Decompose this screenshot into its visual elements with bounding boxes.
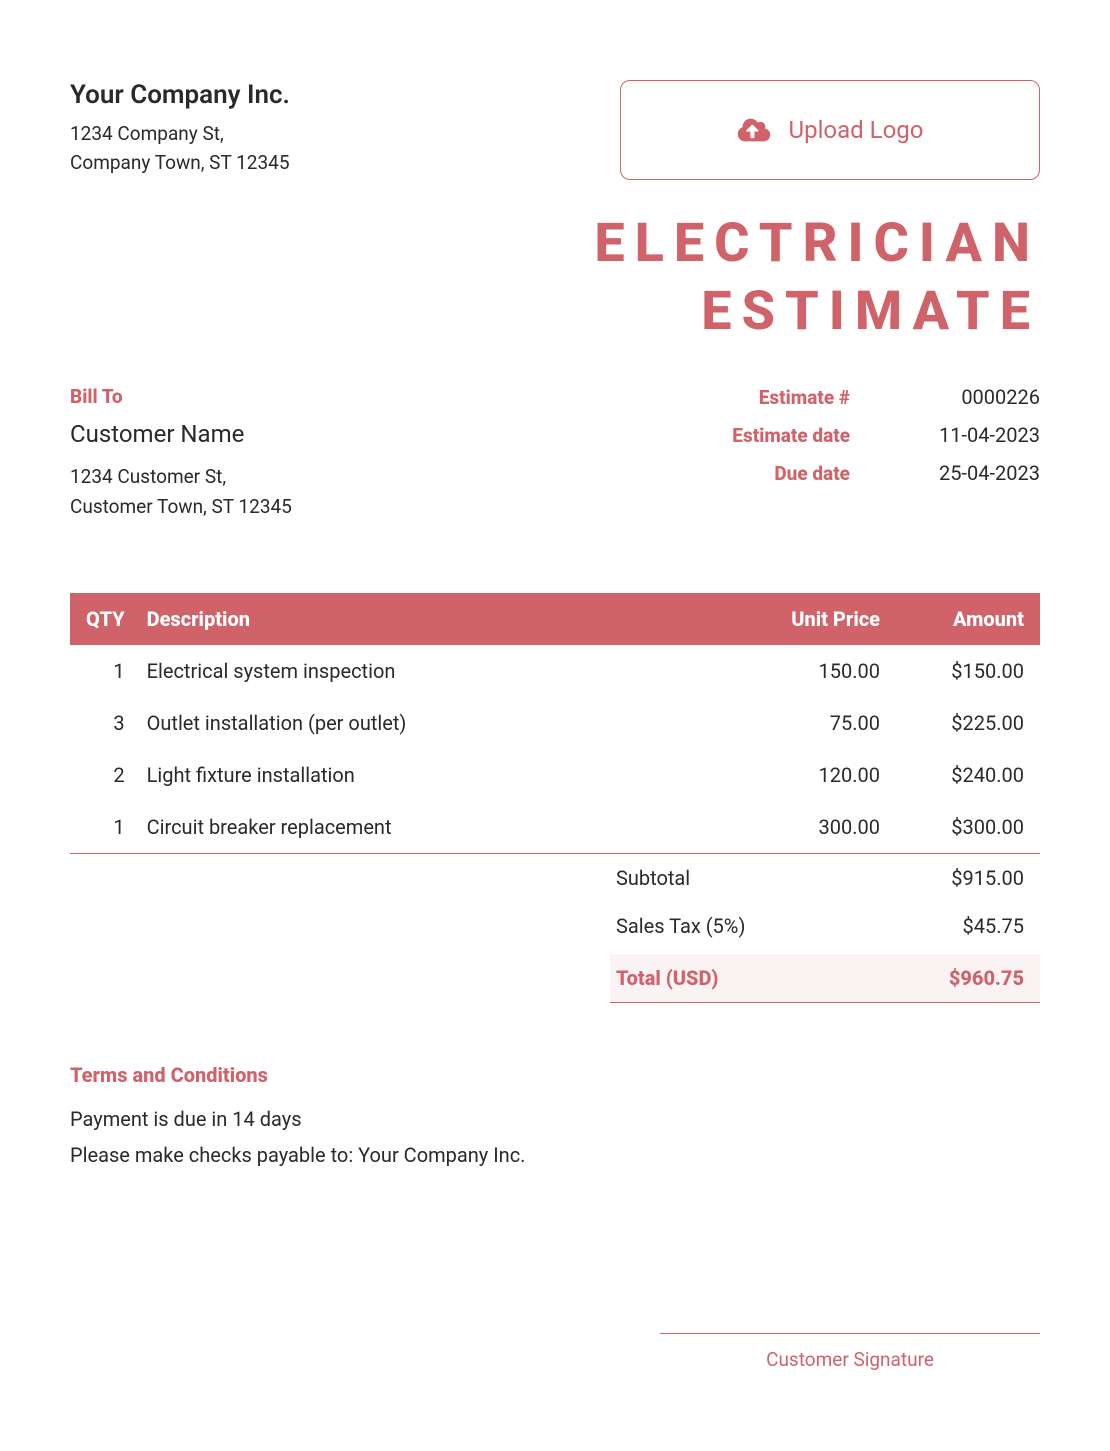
cell-description: Electrical system inspection — [135, 645, 710, 697]
customer-name: Customer Name — [70, 420, 732, 448]
due-date-label: Due date — [774, 462, 850, 485]
cell-amount: $300.00 — [890, 801, 1040, 854]
items-table: QTY Description Unit Price Amount 1 Elec… — [70, 593, 1040, 854]
info-row: Bill To Customer Name 1234 Customer St, … — [70, 385, 1040, 523]
company-name: Your Company Inc. — [70, 80, 620, 110]
header-unit-price: Unit Price — [710, 593, 890, 645]
upload-logo-button[interactable]: Upload Logo — [620, 80, 1040, 180]
table-header-row: QTY Description Unit Price Amount — [70, 593, 1040, 645]
tax-row: Sales Tax (5%) $45.75 — [610, 902, 1040, 950]
totals-inner: Subtotal $915.00 Sales Tax (5%) $45.75 T… — [610, 854, 1040, 1003]
customer-address-line1: 1234 Customer St, — [70, 462, 732, 492]
due-date-value: 25-04-2023 — [910, 461, 1040, 485]
subtotal-label: Subtotal — [616, 866, 690, 890]
signature-label: Customer Signature — [660, 1333, 1040, 1371]
cloud-upload-icon — [737, 117, 771, 143]
terms-block: Terms and Conditions Payment is due in 1… — [70, 1063, 1040, 1173]
table-row: 2 Light fixture installation 120.00 $240… — [70, 749, 1040, 801]
table-row: 1 Electrical system inspection 150.00 $1… — [70, 645, 1040, 697]
header-amount: Amount — [890, 593, 1040, 645]
customer-address: 1234 Customer St, Customer Town, ST 1234… — [70, 462, 732, 523]
cell-description: Circuit breaker replacement — [135, 801, 710, 854]
subtotal-row: Subtotal $915.00 — [610, 854, 1040, 902]
table-body: 1 Electrical system inspection 150.00 $1… — [70, 645, 1040, 854]
cell-qty: 3 — [70, 697, 135, 749]
document-title-line2: ESTIMATE — [70, 278, 1040, 346]
document-title-line1: ELECTRICIAN — [70, 210, 1040, 278]
total-value: $960.75 — [949, 966, 1024, 990]
table-row: 3 Outlet installation (per outlet) 75.00… — [70, 697, 1040, 749]
terms-line2: Please make checks payable to: Your Comp… — [70, 1137, 1040, 1173]
cell-description: Light fixture installation — [135, 749, 710, 801]
estimate-number-label: Estimate # — [759, 386, 850, 409]
terms-heading: Terms and Conditions — [70, 1063, 1040, 1087]
cell-amount: $225.00 — [890, 697, 1040, 749]
meta-row-due-date: Due date 25-04-2023 — [732, 461, 1040, 485]
meta-row-estimate-number: Estimate # 0000226 — [732, 385, 1040, 409]
meta-row-estimate-date: Estimate date 11-04-2023 — [732, 423, 1040, 447]
company-block: Your Company Inc. 1234 Company St, Compa… — [70, 80, 620, 177]
total-row: Total (USD) $960.75 — [610, 954, 1040, 1003]
totals-block: Subtotal $915.00 Sales Tax (5%) $45.75 T… — [70, 854, 1040, 1003]
document-title-block: ELECTRICIAN ESTIMATE — [70, 210, 1040, 345]
estimate-number-value: 0000226 — [910, 385, 1040, 409]
cell-unit-price: 120.00 — [710, 749, 890, 801]
company-address-line2: Company Town, ST 12345 — [70, 149, 620, 178]
customer-address-line2: Customer Town, ST 12345 — [70, 492, 732, 522]
company-address-line1: 1234 Company St, — [70, 120, 620, 149]
terms-line1: Payment is due in 14 days — [70, 1101, 1040, 1137]
meta-block: Estimate # 0000226 Estimate date 11-04-2… — [732, 385, 1040, 499]
tax-value: $45.75 — [963, 914, 1024, 938]
estimate-date-label: Estimate date — [732, 424, 850, 447]
estimate-date-value: 11-04-2023 — [910, 423, 1040, 447]
total-label: Total (USD) — [616, 966, 718, 990]
cell-amount: $240.00 — [890, 749, 1040, 801]
upload-logo-label: Upload Logo — [789, 116, 924, 144]
cell-qty: 1 — [70, 801, 135, 854]
cell-amount: $150.00 — [890, 645, 1040, 697]
cell-qty: 1 — [70, 645, 135, 697]
bill-to-label: Bill To — [70, 385, 732, 408]
signature-block: Customer Signature — [70, 1333, 1040, 1371]
cell-description: Outlet installation (per outlet) — [135, 697, 710, 749]
cell-unit-price: 75.00 — [710, 697, 890, 749]
header-row: Your Company Inc. 1234 Company St, Compa… — [70, 80, 1040, 180]
bill-to-block: Bill To Customer Name 1234 Customer St, … — [70, 385, 732, 523]
cell-qty: 2 — [70, 749, 135, 801]
tax-label: Sales Tax (5%) — [616, 914, 745, 938]
company-address: 1234 Company St, Company Town, ST 12345 — [70, 120, 620, 177]
signature-inner: Customer Signature — [660, 1333, 1040, 1371]
table-row: 1 Circuit breaker replacement 300.00 $30… — [70, 801, 1040, 854]
subtotal-value: $915.00 — [951, 866, 1024, 890]
header-description: Description — [135, 593, 710, 645]
cell-unit-price: 300.00 — [710, 801, 890, 854]
header-qty: QTY — [70, 593, 135, 645]
cell-unit-price: 150.00 — [710, 645, 890, 697]
